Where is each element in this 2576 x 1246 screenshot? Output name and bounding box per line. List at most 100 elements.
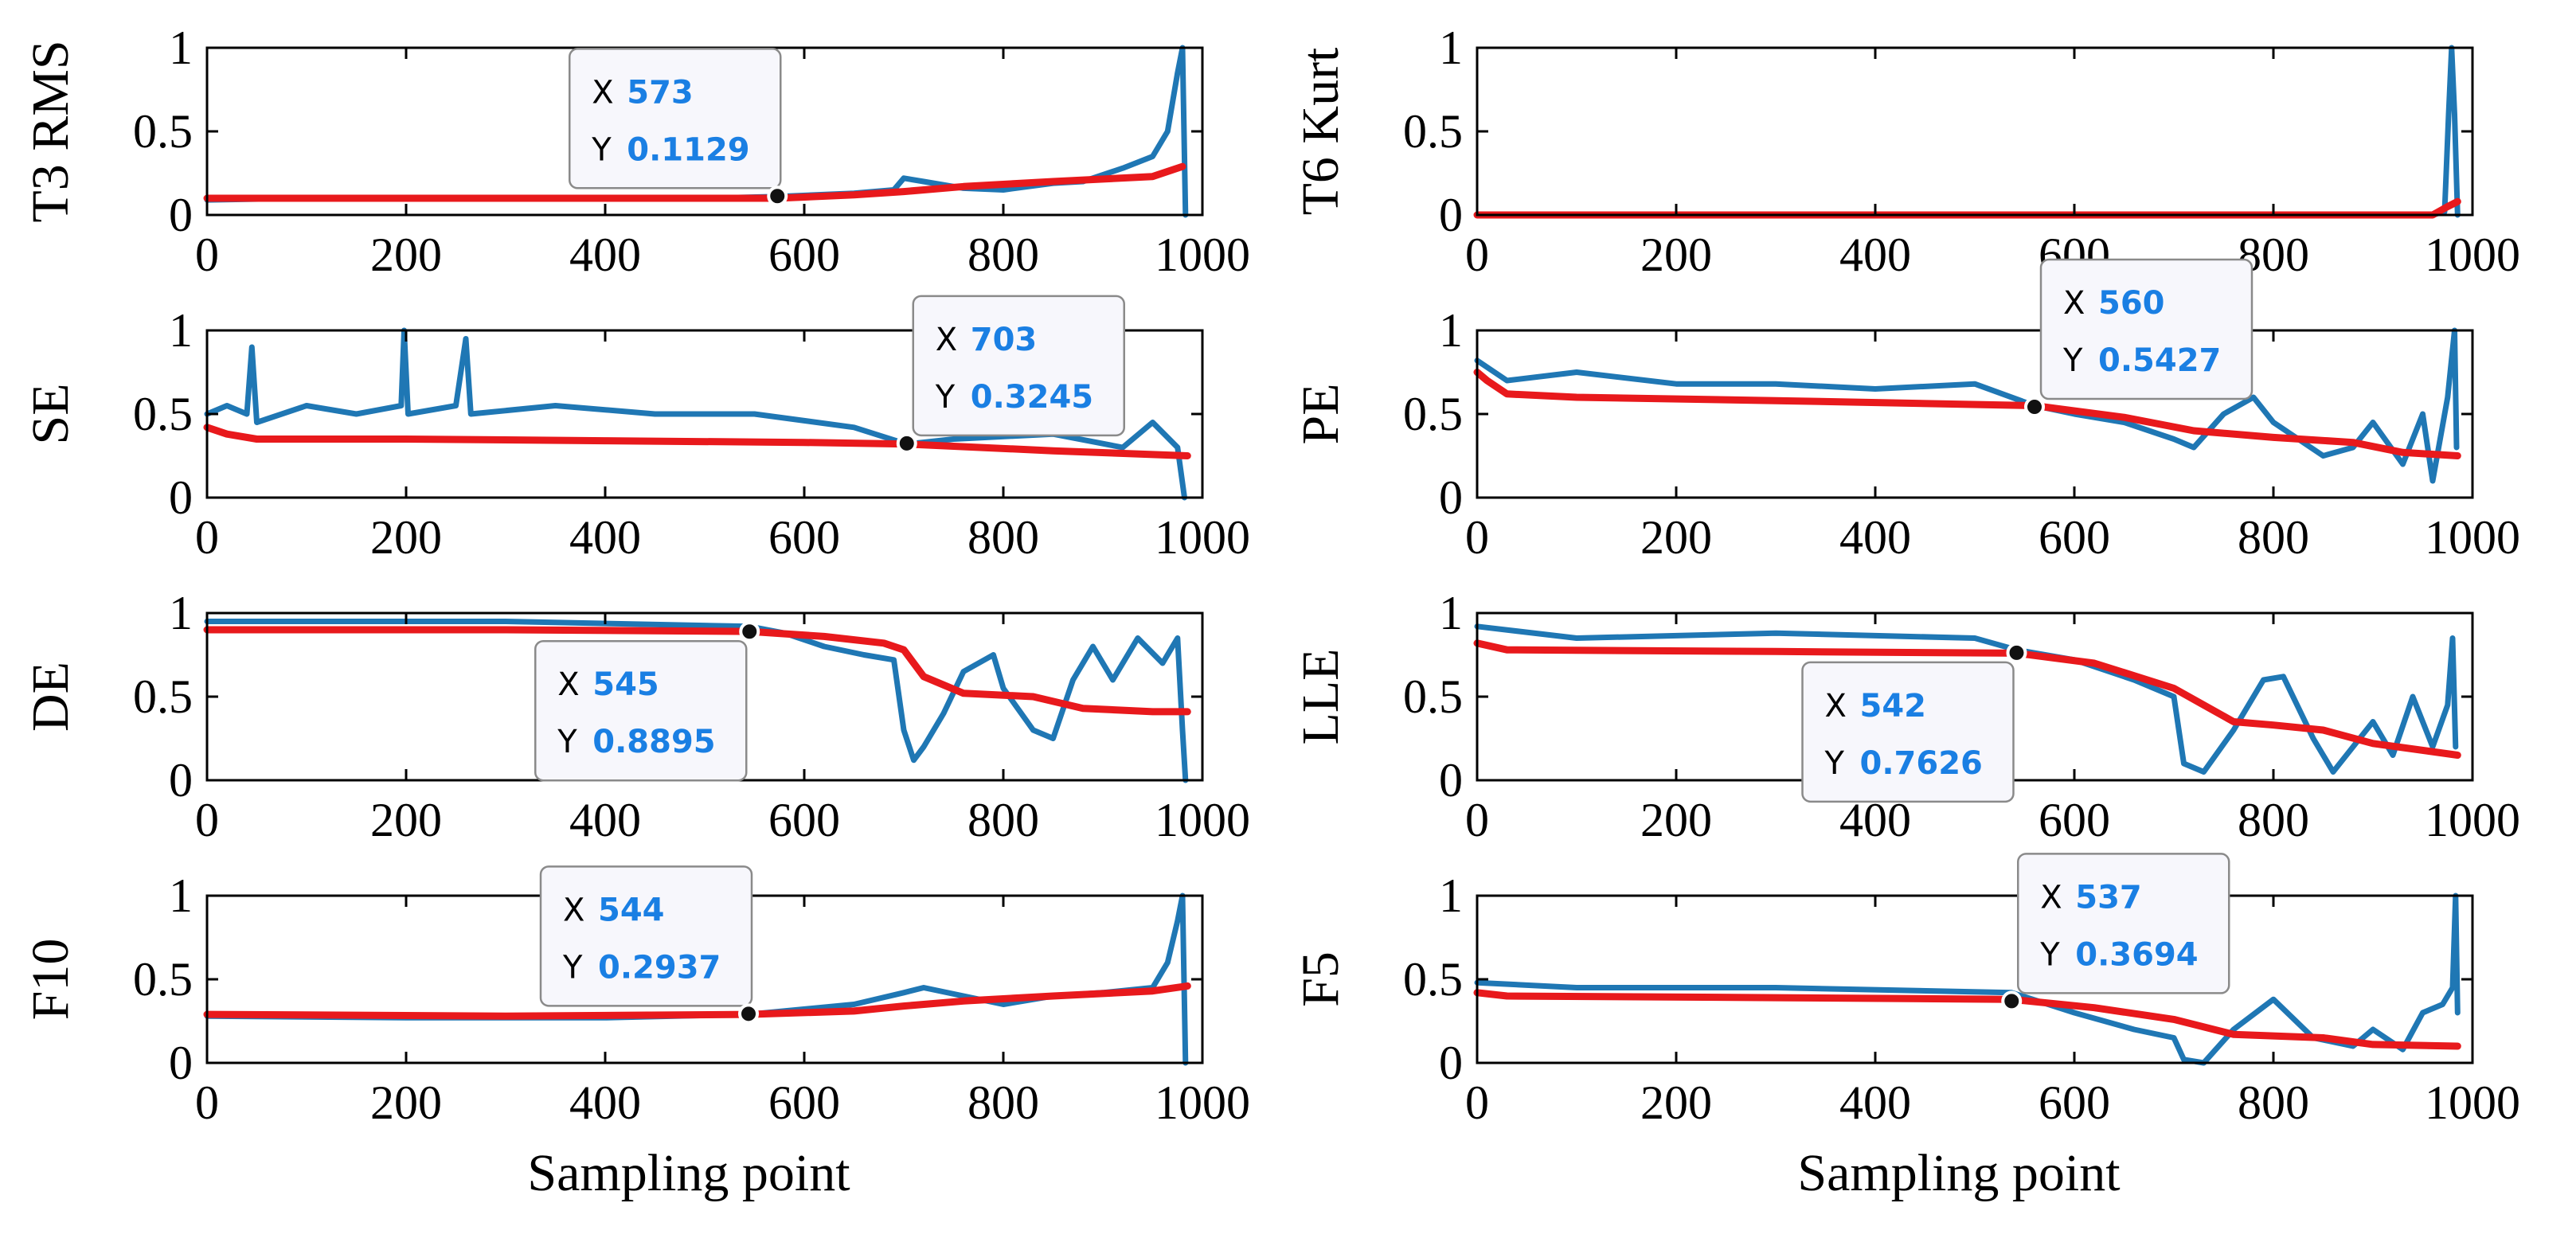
x-tick-label: 400 xyxy=(569,511,641,564)
x-tick-label: 400 xyxy=(569,1076,641,1129)
x-tick-label: 200 xyxy=(370,511,442,564)
datatip-x-value: 542 xyxy=(1860,688,1927,725)
x-tick-label: 200 xyxy=(370,794,442,846)
x-tick-label: 1000 xyxy=(2425,228,2520,281)
subplot-3: 0 200 400 600 800 1000 0 0.5 1 SE X 703 Y 0.3245 xyxy=(21,295,1250,564)
y-tick-label: 1 xyxy=(1439,304,1463,357)
datatip-y-value: 0.3245 xyxy=(971,379,1093,416)
x-tick-label: 400 xyxy=(1839,511,1911,564)
datatip[interactable]: X 703 Y 0.3245 xyxy=(896,295,1125,454)
datatip-x-key: X xyxy=(1825,688,1847,725)
datatip-marker[interactable] xyxy=(896,432,917,454)
subplot-4: 0 200 400 600 800 1000 0 0.5 1 PE X 560 Y 0.5427 xyxy=(1292,258,2520,564)
series-trend-line xyxy=(203,162,1186,202)
y-axis-label: T3 RMS xyxy=(21,40,80,222)
datatip-x-value: 560 xyxy=(2098,285,2165,322)
x-tick-label: 1000 xyxy=(1155,794,1250,846)
datatip[interactable]: X 545 Y 0.8895 xyxy=(534,621,760,782)
datatip-y-value: 0.1129 xyxy=(627,131,749,168)
datatip-x-value: 545 xyxy=(592,666,659,703)
x-tick-label: 200 xyxy=(1640,794,1712,846)
datatip-marker[interactable] xyxy=(2024,396,2045,418)
y-tick-label: 0.5 xyxy=(1403,670,1463,723)
datatip-y-key: Y xyxy=(1824,745,1845,782)
datatip[interactable]: X 560 Y 0.5427 xyxy=(2024,258,2254,418)
datatip-marker[interactable] xyxy=(739,621,760,643)
x-tick-label: 0 xyxy=(195,228,219,281)
datatip-x-key: X xyxy=(2063,285,2085,322)
datatip-box xyxy=(534,639,748,782)
y-axis-label: T6 Kurt xyxy=(1292,48,1350,216)
y-tick-label: 1 xyxy=(169,587,193,639)
subplot-5: 0 200 400 600 800 1000 0 0.5 1 DE X 545 Y 0.8895 xyxy=(21,587,1250,846)
datatip-x-key: X xyxy=(2040,879,2062,916)
datatip-x-key: X xyxy=(592,74,613,111)
y-axis-label: PE xyxy=(1292,383,1350,444)
series-trend-line xyxy=(203,424,1191,459)
y-tick-label: 0 xyxy=(1439,471,1463,524)
datatip[interactable]: X 573 Y 0.1129 xyxy=(569,48,788,207)
x-axis-label: Sampling point xyxy=(527,1144,850,1202)
datatip-marker[interactable] xyxy=(2001,990,2023,1012)
x-tick-label: 200 xyxy=(1640,1076,1712,1129)
x-tick-label: 800 xyxy=(967,228,1039,281)
datatip[interactable]: X 544 Y 0.2937 xyxy=(539,865,759,1025)
datatip-x-value: 537 xyxy=(2075,879,2142,916)
datatip-marker[interactable] xyxy=(2006,642,2027,663)
y-tick-label: 0 xyxy=(1439,754,1463,807)
x-tick-label: 0 xyxy=(195,794,219,846)
series-trend-line xyxy=(1473,989,2461,1050)
series-feature-line xyxy=(1474,623,2459,775)
subplot-1: 0 200 400 600 800 1000 0 0.5 1 T3 RMS X 573 Y 0.1129 xyxy=(21,21,1250,281)
y-tick-label: 0.5 xyxy=(1403,953,1463,1006)
datatip-box xyxy=(1801,661,2015,803)
x-tick-label: 800 xyxy=(2238,511,2309,564)
datatip-box xyxy=(2017,853,2230,994)
y-axis-label: F10 xyxy=(21,939,80,1021)
series-trend-line xyxy=(1473,369,2461,459)
y-tick-label: 0 xyxy=(1439,1037,1463,1089)
datatip-marker[interactable] xyxy=(767,186,788,207)
y-axis-label: DE xyxy=(21,662,80,732)
x-tick-label: 200 xyxy=(1640,228,1712,281)
series-trend-line xyxy=(1473,197,2461,219)
series-feature-line xyxy=(1474,45,2461,218)
x-tick-label: 600 xyxy=(768,1076,840,1129)
x-tick-label: 0 xyxy=(1465,228,1489,281)
datatip-x-value: 544 xyxy=(598,892,665,928)
x-tick-label: 800 xyxy=(2238,794,2309,846)
datatip-x-key: X xyxy=(563,892,584,928)
x-tick-label: 600 xyxy=(768,228,840,281)
x-tick-label: 1000 xyxy=(1155,228,1250,281)
x-tick-label: 600 xyxy=(2039,511,2110,564)
y-tick-label: 1 xyxy=(169,304,193,357)
series-trend-line xyxy=(203,626,1191,716)
x-tick-label: 200 xyxy=(370,1076,442,1129)
y-tick-label: 0.5 xyxy=(133,670,193,723)
datatip-y-key: Y xyxy=(935,379,956,416)
x-tick-label: 0 xyxy=(195,511,219,564)
subplot-7: 0 200 400 600 800 1000 0 0.5 1 F10 Sampling point X… xyxy=(21,865,1250,1202)
y-tick-label: 1 xyxy=(1439,21,1463,74)
y-tick-label: 1 xyxy=(1439,869,1463,922)
datatip[interactable]: X 537 Y 0.3694 xyxy=(2001,853,2230,1012)
x-tick-label: 400 xyxy=(569,228,641,281)
y-tick-label: 0.5 xyxy=(133,388,193,440)
y-tick-label: 0 xyxy=(169,1037,193,1089)
x-tick-label: 600 xyxy=(768,511,840,564)
x-tick-label: 600 xyxy=(768,794,840,846)
subplot-8: 0 200 400 600 800 1000 0 0.5 1 F5 Sampling point X 5… xyxy=(1292,853,2520,1202)
series-feature-line xyxy=(1474,893,2461,1066)
datatip-y-value: 0.7626 xyxy=(1860,745,1983,782)
datatip-y-value: 0.2937 xyxy=(598,949,721,986)
datatip-marker[interactable] xyxy=(738,1003,759,1025)
x-tick-label: 200 xyxy=(370,228,442,281)
datatip-x-value: 573 xyxy=(627,74,694,111)
x-tick-label: 1000 xyxy=(2425,511,2520,564)
datatip[interactable]: X 542 Y 0.7626 xyxy=(1801,642,2027,803)
datatip-box xyxy=(2039,258,2254,400)
y-tick-label: 0.5 xyxy=(1403,388,1463,440)
x-tick-label: 0 xyxy=(1465,794,1489,846)
